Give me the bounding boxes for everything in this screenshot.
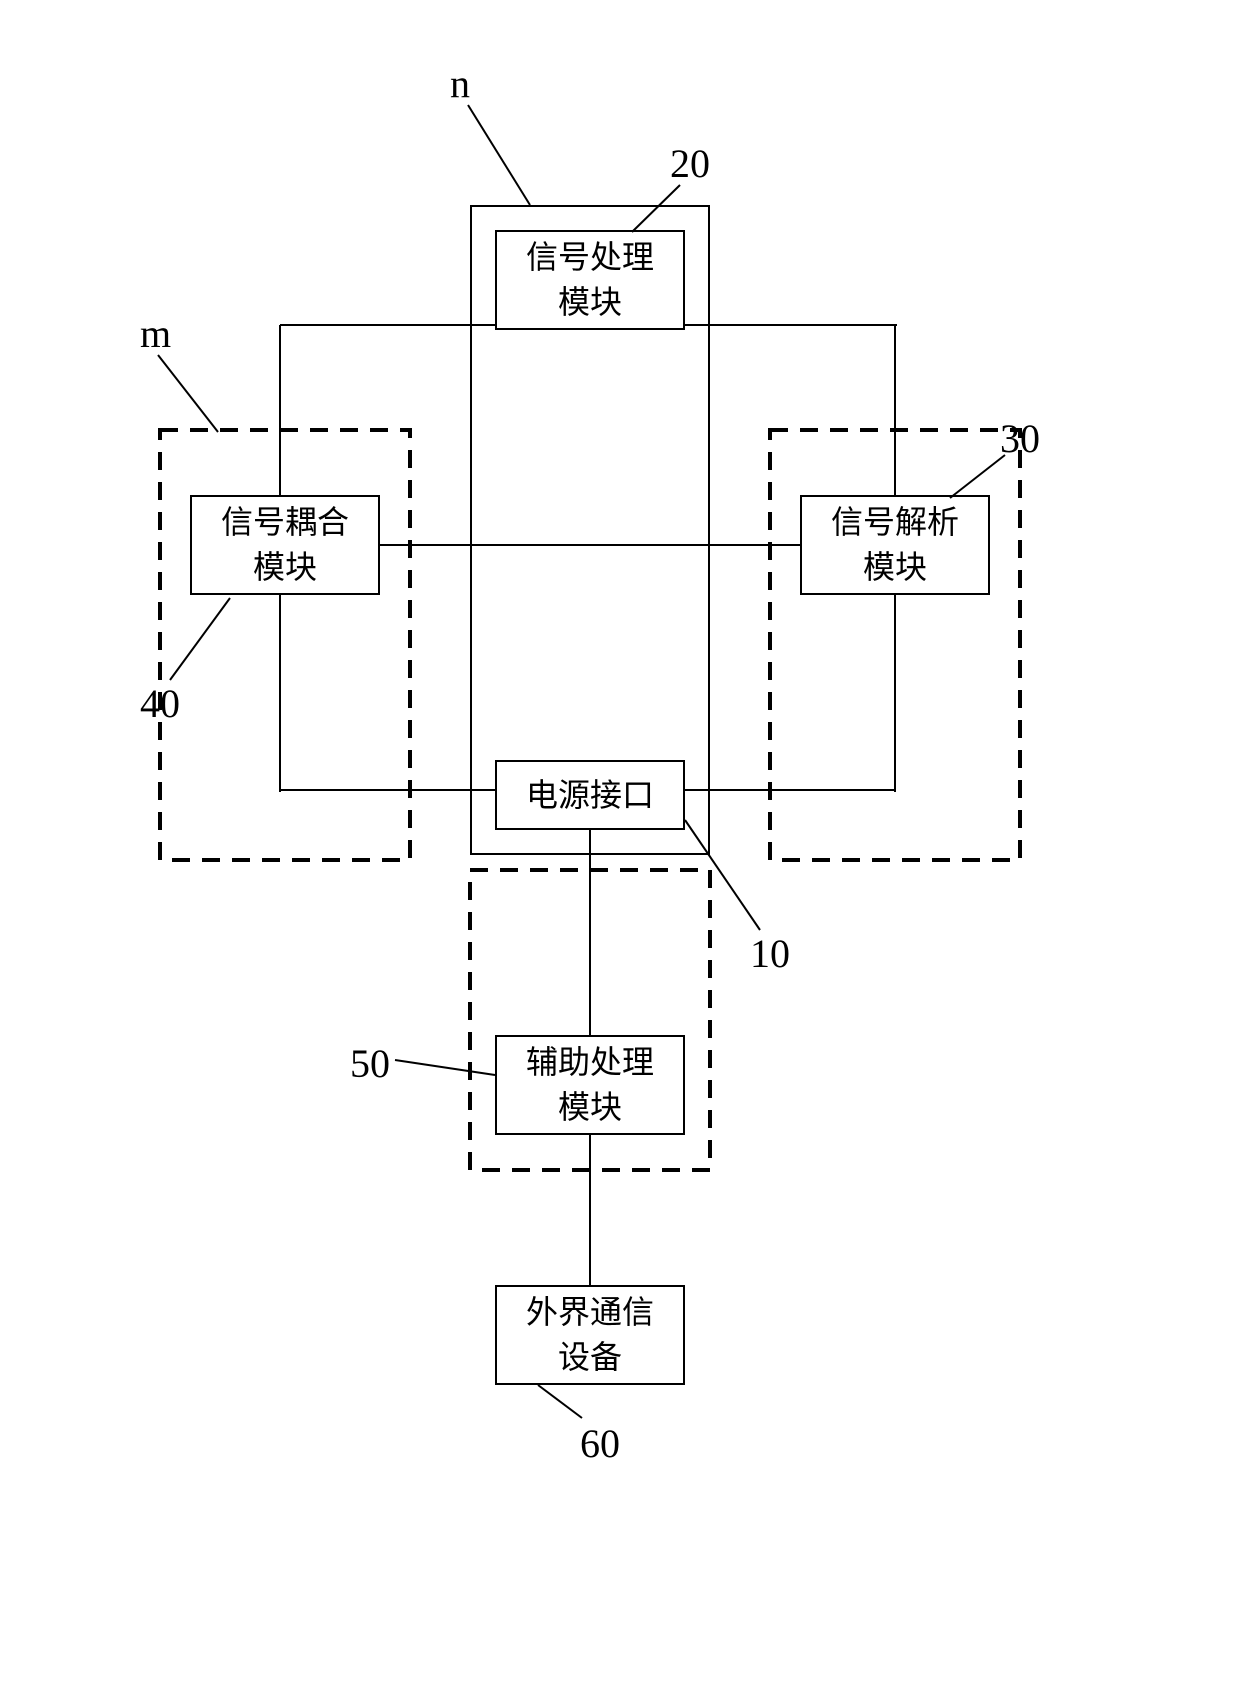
label-30: 30 xyxy=(1000,415,1040,462)
label-20: 20 xyxy=(670,140,710,187)
connector-line xyxy=(589,1135,591,1285)
signal-parsing-box: 信号解析 模块 xyxy=(800,495,990,595)
signal-processing-label-2: 模块 xyxy=(558,280,622,325)
signal-coupling-label-1: 信号耦合 xyxy=(221,500,349,545)
external-comm-label-2: 设备 xyxy=(558,1335,622,1380)
connector-line xyxy=(685,789,896,791)
power-interface-box: 电源接口 xyxy=(495,760,685,830)
diagram-canvas: 信号处理 模块 信号耦合 模块 信号解析 模块 电源接口 辅助处理 模块 外界通… xyxy=(0,0,1240,1704)
connector-line xyxy=(894,595,896,792)
aux-processing-label-1: 辅助处理 xyxy=(526,1040,654,1085)
aux-processing-box: 辅助处理 模块 xyxy=(495,1035,685,1135)
connector-line xyxy=(894,325,896,495)
signal-processing-box: 信号处理 模块 xyxy=(495,230,685,330)
signal-coupling-box: 信号耦合 模块 xyxy=(190,495,380,595)
signal-coupling-label-2: 模块 xyxy=(253,545,317,590)
connector-line xyxy=(279,325,281,495)
external-comm-label-1: 外界通信 xyxy=(526,1290,654,1335)
connector-line xyxy=(589,830,591,1035)
connector-line xyxy=(279,595,281,792)
label-10: 10 xyxy=(750,930,790,977)
label-60: 60 xyxy=(580,1420,620,1467)
signal-parsing-label-1: 信号解析 xyxy=(831,500,959,545)
aux-processing-label-2: 模块 xyxy=(558,1085,622,1130)
signal-parsing-label-2: 模块 xyxy=(863,545,927,590)
connector-line xyxy=(280,789,495,791)
label-40: 40 xyxy=(140,680,180,727)
label-m: m xyxy=(140,310,171,357)
label-50: 50 xyxy=(350,1040,390,1087)
power-interface-label: 电源接口 xyxy=(526,773,654,818)
external-comm-box: 外界通信 设备 xyxy=(495,1285,685,1385)
connector-line xyxy=(380,544,800,546)
signal-processing-label-1: 信号处理 xyxy=(526,235,654,280)
label-n: n xyxy=(450,60,470,107)
